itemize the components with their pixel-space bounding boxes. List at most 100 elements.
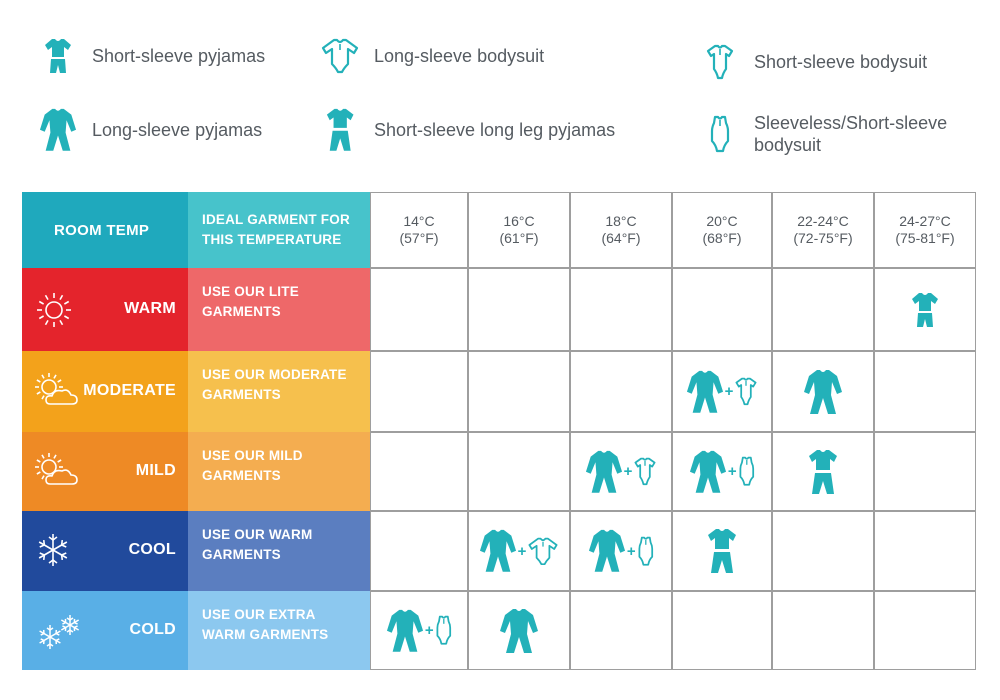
band-label: COLD [129,620,176,638]
short-sleeve-bodysuit-icon [633,457,657,486]
band-cold: COLD [22,591,188,670]
chart-cell: + [370,591,468,670]
chart-cell [874,511,976,591]
temperature-fahrenheit: (75-81°F) [895,230,955,246]
garment-recommendation-label: USE OUR LITE GARMENTS [202,284,299,319]
short-sleeve-bodysuit-icon [734,377,758,406]
short-sleeve-pyjamas-icon [910,291,940,329]
garment-recommendation-label: USE OUR EXTRA WARM GARMENTS [202,607,329,642]
sleeveless-bodysuit-icon [738,456,756,486]
chart-cell: + [672,432,772,511]
garment-combo [499,607,539,655]
room-temp-label: ROOM TEMP [54,222,150,239]
long-sleeve-pyjamas-icon [38,109,78,151]
garment-recommendation-label: USE OUR MODERATE GARMENTS [202,367,347,402]
garment-recommendation: USE OUR LITE GARMENTS [188,268,370,351]
legend-label: Long-sleeve bodysuit [374,46,545,66]
legend-item: Short-sleeve pyjamas [38,36,265,76]
band-label: COOL [128,541,176,558]
temperature-celsius: 24-27°C [899,213,951,229]
garment-recommendation-label: USE OUR MILD GARMENTS [202,448,303,483]
legend-item: Short-sleeve long leg pyjamas [320,109,615,151]
sun-cloud-icon [34,372,80,410]
temperature-fahrenheit: (72-75°F) [793,230,853,246]
garment-combo: + [588,528,654,574]
chart-cell [874,351,976,432]
chart-cell [370,511,468,591]
garment-recommendation: USE OUR EXTRA WARM GARMENTS [188,591,370,670]
temperature-header: 16°C (61°F) [468,192,570,268]
garment-combo [803,368,843,416]
chart-cell [772,268,874,351]
chart-cell: + [570,511,672,591]
chart-cell [874,591,976,670]
temperature-fahrenheit: (57°F) [399,230,439,246]
legend-item: Short-sleeve bodysuit [700,42,927,82]
chart-cell [370,432,468,511]
ideal-garment-header: IDEAL GARMENT FOR THIS TEMPERATURE [188,192,370,268]
chart-cell: + [468,511,570,591]
sleeveless-bodysuit-icon [700,114,740,154]
sleeveless-bodysuit-icon [637,536,655,566]
chart-cell [772,511,874,591]
legend-label: Sleeveless/Short-sleeve bodysuit [754,113,948,155]
chart-cell [874,432,976,511]
band-label: MILD [135,461,176,479]
room-temp-header: ROOM TEMP [22,192,188,268]
garment-combo: + [479,528,560,574]
garment-combo: + [585,449,658,495]
temperature-fahrenheit: (64°F) [601,230,641,246]
chart-cell: + [570,432,672,511]
garment-recommendation: USE OUR WARM GARMENTS [188,511,370,591]
garment-combo: + [689,449,755,495]
chart-cell [570,591,672,670]
plus-icon: + [623,463,633,480]
garment-combo [706,527,738,575]
garment-combo [910,291,940,329]
band-label: MODERATE [83,381,176,399]
chart-cell [672,268,772,351]
chart-cell [370,351,468,432]
legend-item: Long-sleeve pyjamas [38,109,263,151]
temperature-celsius: 16°C [503,213,535,229]
chart-cell [370,268,468,351]
temperature-celsius: 20°C [706,213,738,229]
chart-cell: + [672,351,772,432]
legend-item: Long-sleeve bodysuit [320,36,544,76]
chart-cell [468,268,570,351]
long-sleeve-pyjamas-icon [689,449,727,495]
short-sleeve-long-leg-pyjamas-icon [320,109,360,151]
garment-combo: + [686,369,759,415]
short-sleeve-bodysuit-icon [700,42,740,82]
chart-cell [468,351,570,432]
garment-recommendation-label: USE OUR WARM GARMENTS [202,527,313,562]
chart-cell [874,268,976,351]
plus-icon: + [626,542,636,560]
band-warm: WARM [22,268,188,351]
band-moderate: MODERATE [22,351,188,432]
long-sleeve-pyjamas-icon [803,368,843,416]
legend-label: Long-sleeve pyjamas [92,120,263,140]
chart-cell [672,591,772,670]
plus-icon: + [517,542,527,560]
plus-icon: + [727,463,737,480]
long-sleeve-pyjamas-icon [585,449,623,495]
garment-combo [807,448,839,496]
sun-cloud-icon [34,452,80,490]
chart-cell [570,351,672,432]
long-sleeve-pyjamas-icon [479,528,517,574]
long-sleeve-pyjamas-icon [686,369,724,415]
plus-icon: + [724,383,734,400]
short-sleeve-long-leg-pyjamas-icon [807,448,839,496]
garment-combo: + [386,608,452,654]
garment-recommendation: USE OUR MODERATE GARMENTS [188,351,370,432]
temperature-header: 22-24°C (72-75°F) [772,192,874,268]
sun-icon [34,290,74,330]
long-sleeve-bodysuit-icon [527,537,559,566]
snowflakes-icon [34,611,86,653]
long-sleeve-bodysuit-icon [320,36,360,76]
temperature-celsius: 22-24°C [797,213,849,229]
legend-label: Short-sleeve bodysuit [754,52,928,72]
short-sleeve-long-leg-pyjamas-icon [706,527,738,575]
temperature-celsius: 18°C [605,213,637,229]
